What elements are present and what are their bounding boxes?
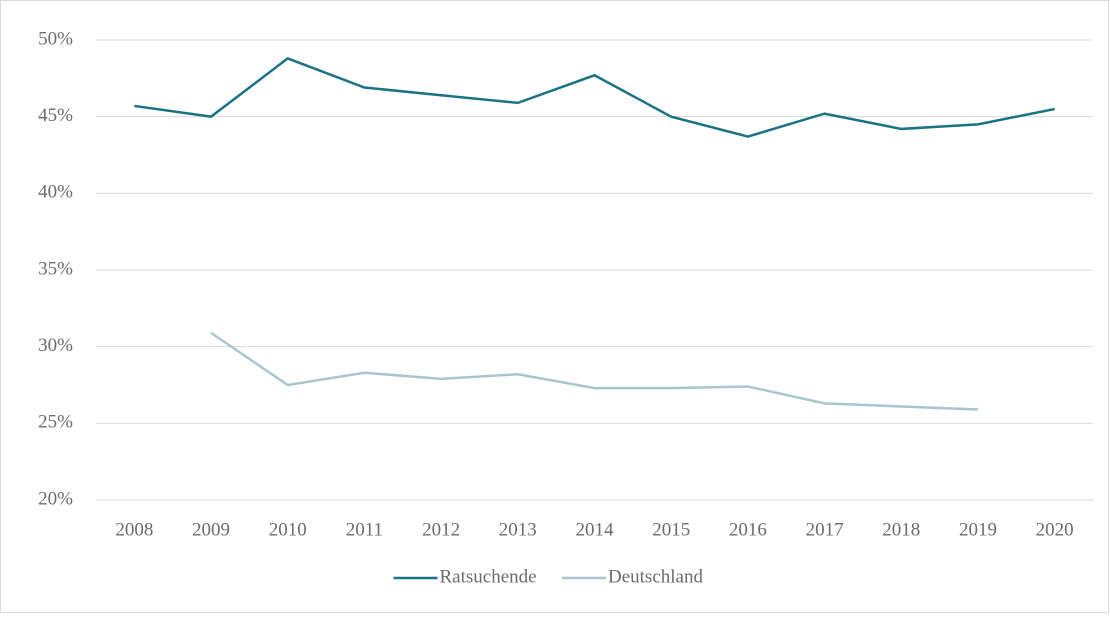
x-tick-label: 2010	[269, 519, 307, 540]
x-tick-label: 2017	[806, 519, 844, 540]
x-tick-label: 2014	[576, 519, 615, 540]
x-tick-label: 2013	[499, 519, 537, 540]
x-tick-label: 2019	[959, 519, 997, 540]
y-tick-label: 25%	[38, 412, 73, 433]
y-tick-label: 20%	[38, 488, 73, 509]
y-tick-label: 30%	[38, 335, 73, 356]
x-tick-label: 2011	[346, 519, 383, 540]
x-tick-label: 2012	[422, 519, 460, 540]
x-tick-label: 2020	[1036, 519, 1074, 540]
legend-label: Ratsuchende	[440, 566, 537, 587]
series-line	[210, 331, 979, 411]
x-tick-label: 2018	[882, 519, 920, 540]
y-tick-label: 40%	[38, 182, 73, 203]
x-tick-label: 2016	[729, 519, 767, 540]
y-tick-label: 45%	[38, 105, 73, 126]
legend-label: Deutschland	[608, 566, 703, 587]
x-tick-label: 2009	[192, 519, 230, 540]
x-tick-label: 2008	[115, 519, 153, 540]
y-tick-label: 50%	[38, 28, 73, 49]
x-tick-label: 2015	[652, 519, 690, 540]
y-tick-label: 35%	[38, 258, 73, 279]
series-line	[134, 56, 1055, 138]
